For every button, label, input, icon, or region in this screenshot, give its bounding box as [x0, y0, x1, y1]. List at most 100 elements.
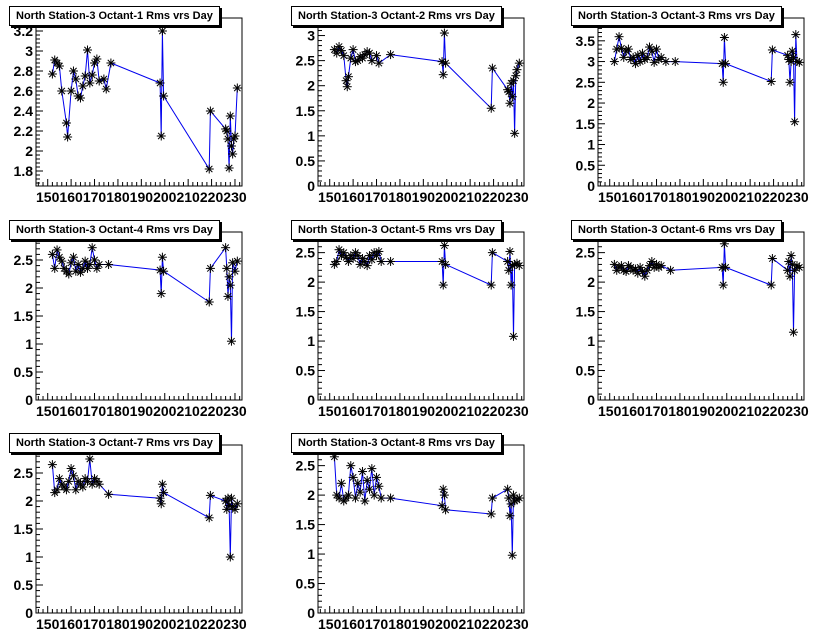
- x-tick-label: 160: [59, 403, 83, 419]
- data-point-marker: [52, 245, 62, 255]
- data-point-marker: [75, 93, 85, 103]
- data-point-marker: [221, 243, 231, 253]
- data-point-marker: [788, 327, 798, 337]
- y-tick-label: 2.5: [296, 53, 316, 69]
- data-point-marker: [334, 493, 344, 503]
- data-point-marker: [71, 74, 81, 84]
- data-point-marker: [787, 46, 797, 56]
- chart-title: North Station-3 Octant-6 Rms vrs Day: [571, 220, 782, 240]
- x-tick-label: 210: [458, 403, 482, 419]
- plot-frame: [35, 231, 243, 401]
- data-point-marker: [439, 490, 449, 500]
- x-tick-label: 160: [341, 403, 365, 419]
- data-point-marker: [486, 509, 496, 519]
- chart-title: North Station-3 Octant-7 Rms vrs Day: [9, 433, 220, 453]
- x-tick-label: 230: [505, 189, 529, 205]
- data-point-marker: [619, 52, 629, 62]
- y-tick-label: 1.5: [576, 304, 596, 320]
- x-tick-label: 180: [106, 616, 130, 632]
- x-tick-label: 180: [388, 403, 412, 419]
- x-tick-label: 220: [200, 616, 224, 632]
- y-tick-label: 3.2: [14, 23, 34, 39]
- data-point-marker: [64, 476, 74, 486]
- data-point-marker: [346, 461, 356, 471]
- chart-panel-octant-4: North Station-3 Octant-4 Rms vrs Day 0 0.5…: [0, 214, 280, 426]
- data-point-marker: [336, 46, 346, 56]
- y-tick-label: 2: [587, 95, 595, 111]
- data-point-marker: [656, 261, 666, 271]
- data-point-marker: [78, 81, 88, 91]
- x-tick-label: 150: [318, 616, 342, 632]
- data-point-marker: [504, 265, 514, 275]
- data-point-marker: [503, 484, 513, 494]
- chart-title: North Station-3 Octant-2 Rms vrs Day: [291, 6, 502, 26]
- x-tick-label: 180: [388, 189, 412, 205]
- data-point-marker: [68, 471, 78, 481]
- data-point-marker: [230, 131, 240, 141]
- data-point-marker: [508, 490, 518, 500]
- data-point-marker: [52, 485, 62, 495]
- x-tick-label: 150: [36, 189, 60, 205]
- data-point-marker: [767, 254, 777, 264]
- data-point-marker: [510, 128, 520, 138]
- data-point-marker: [224, 163, 234, 173]
- data-point-marker: [355, 487, 365, 497]
- data-point-marker: [372, 472, 382, 482]
- data-point-marker: [785, 271, 795, 281]
- chart-title: North Station-3 Octant-4 Rms vrs Day: [9, 220, 220, 240]
- y-tick-label: 1: [25, 336, 33, 352]
- y-tick-label: 1: [587, 333, 595, 349]
- data-point-marker: [374, 481, 384, 491]
- x-tick-label: 200: [153, 403, 177, 419]
- data-point-marker: [794, 57, 804, 67]
- data-point-marker: [205, 106, 215, 116]
- x-tick-label: 200: [715, 189, 739, 205]
- chart-panel-octant-3: North Station-3 Octant-3 Rms vrs Day 0 0.5…: [562, 0, 840, 212]
- data-point-marker: [159, 488, 169, 498]
- data-point-marker: [61, 118, 71, 128]
- data-point-marker: [57, 86, 67, 96]
- x-tick-label: 180: [668, 189, 692, 205]
- data-point-marker: [350, 493, 360, 503]
- data-point-marker: [225, 280, 235, 290]
- chart-title: North Station-3 Octant-8 Rms vrs Day: [291, 433, 502, 453]
- data-point-marker: [230, 266, 240, 276]
- data-point-marker: [343, 490, 353, 500]
- chart-panel-octant-6: North Station-3 Octant-6 Rms vrs Day 0 0.5…: [562, 214, 840, 426]
- data-point-marker: [85, 454, 95, 464]
- data-point-marker: [790, 117, 800, 127]
- x-tick-label: 190: [412, 616, 436, 632]
- data-point-marker: [66, 86, 76, 96]
- data-point-marker: [511, 71, 521, 81]
- x-tick-label: 160: [621, 403, 645, 419]
- data-point-marker: [365, 48, 374, 58]
- data-point-marker: [791, 30, 801, 40]
- data-point-marker: [223, 291, 233, 301]
- x-tick-label: 220: [200, 189, 224, 205]
- y-tick-label: 1.5: [296, 517, 316, 533]
- x-tick-label: 200: [435, 189, 459, 205]
- x-tick-label: 200: [715, 403, 739, 419]
- data-point-marker: [66, 464, 76, 474]
- data-point-marker: [90, 255, 100, 265]
- data-point-marker: [83, 476, 92, 486]
- x-tick-label: 170: [83, 189, 107, 205]
- data-point-marker: [374, 246, 384, 256]
- y-tick-label: 0.5: [296, 363, 316, 379]
- x-tick-label: 170: [83, 403, 107, 419]
- y-tick-label: 2.5: [576, 245, 596, 261]
- y-tick-label: 0: [307, 178, 315, 194]
- data-point-marker: [205, 263, 215, 273]
- data-point-marker: [47, 69, 57, 79]
- data-point-marker: [353, 478, 363, 488]
- y-tick-label: 3: [587, 54, 595, 70]
- data-point-marker: [642, 52, 652, 62]
- y-tick-label: 0.5: [14, 577, 34, 593]
- data-point-marker: [386, 50, 396, 60]
- data-point-marker: [232, 83, 242, 93]
- data-point-marker: [225, 552, 235, 562]
- chart-svg: 0 0.5 1 1.5 2 2.5 150 160 170 180 190 200 210 220 230: [296, 231, 529, 419]
- x-tick-label: 190: [130, 403, 154, 419]
- y-tick-label: 2.6: [14, 83, 34, 99]
